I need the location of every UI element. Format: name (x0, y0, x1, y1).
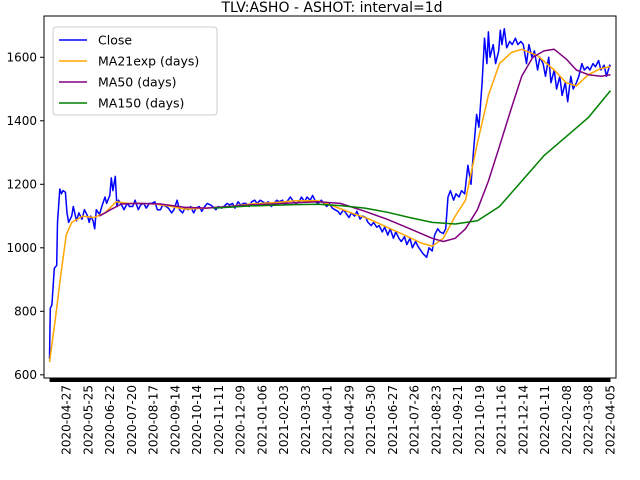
x-tick-label: 2020-05-25 (81, 385, 95, 455)
series-layer (48, 27, 612, 363)
y-tick-label: 1200 (6, 177, 37, 191)
x-tick-label: 2020-08-17 (147, 385, 161, 455)
x-tick-label: 2021-04-01 (321, 385, 335, 455)
x-tick-label: 2021-05-30 (364, 385, 378, 455)
legend-label: Close (98, 33, 132, 48)
x-tick-label: 2021-01-06 (255, 385, 269, 455)
x-tick-label: 2022-01-11 (538, 385, 552, 455)
x-tick-label: 2020-11-11 (212, 385, 226, 455)
x-tick-label: 2021-03-03 (299, 385, 313, 455)
series-line-ma50-days (99, 48, 611, 243)
legend-label: MA50 (days) (98, 75, 176, 90)
y-tick-label: 1000 (6, 241, 37, 255)
x-tick-label: 2020-09-14 (168, 385, 182, 455)
series-line-ma150-days (213, 90, 612, 225)
x-tick-label: 2021-12-14 (516, 385, 530, 455)
y-tick-label: 800 (14, 304, 37, 318)
x-tick-label: 2020-10-14 (190, 385, 204, 455)
x-tick-label: 2022-03-08 (582, 385, 596, 455)
legend-label: MA21exp (days) (98, 54, 199, 69)
x-tick-label: 2021-10-19 (473, 385, 487, 455)
legend-box (52, 26, 218, 116)
x-tick-label: 2021-08-23 (429, 385, 443, 455)
legend-label: MA150 (days) (98, 96, 184, 111)
x-tick-label: 2021-09-21 (451, 385, 465, 455)
x-tick-label: 2020-04-27 (60, 385, 74, 455)
y-tick-label: 1600 (6, 50, 37, 64)
x-axis: 2020-04-27 2020-05-25 2020-06-22 2020-07-20… (49, 378, 618, 455)
x-tick-label: 2022-02-08 (560, 385, 574, 455)
x-tick-label: 2021-02-03 (277, 385, 291, 455)
x-tick-label: 2021-11-16 (495, 385, 509, 455)
x-tick-marks (49, 378, 611, 382)
x-tick-label: 2021-07-26 (408, 385, 422, 455)
y-tick-label: 600 (14, 368, 37, 382)
x-tick-label: 2021-04-29 (342, 385, 356, 455)
x-tick-label: 2020-07-20 (125, 385, 139, 455)
y-tick-label: 1400 (6, 114, 37, 128)
x-tick-label: 2020-06-22 (103, 385, 117, 455)
x-tick-label: 2022-04-05 (604, 385, 618, 455)
x-tick-label: 2020-12-09 (234, 385, 248, 455)
legend: Close MA21exp (days) MA50 (days) MA150 (day… (52, 26, 218, 116)
chart-title: TLV:ASHO - ASHOT: interval=1d (220, 0, 442, 16)
x-tick-label: 2021-06-27 (386, 385, 400, 455)
y-axis: 600 800 1000 1200 1400 1600 (6, 50, 44, 382)
